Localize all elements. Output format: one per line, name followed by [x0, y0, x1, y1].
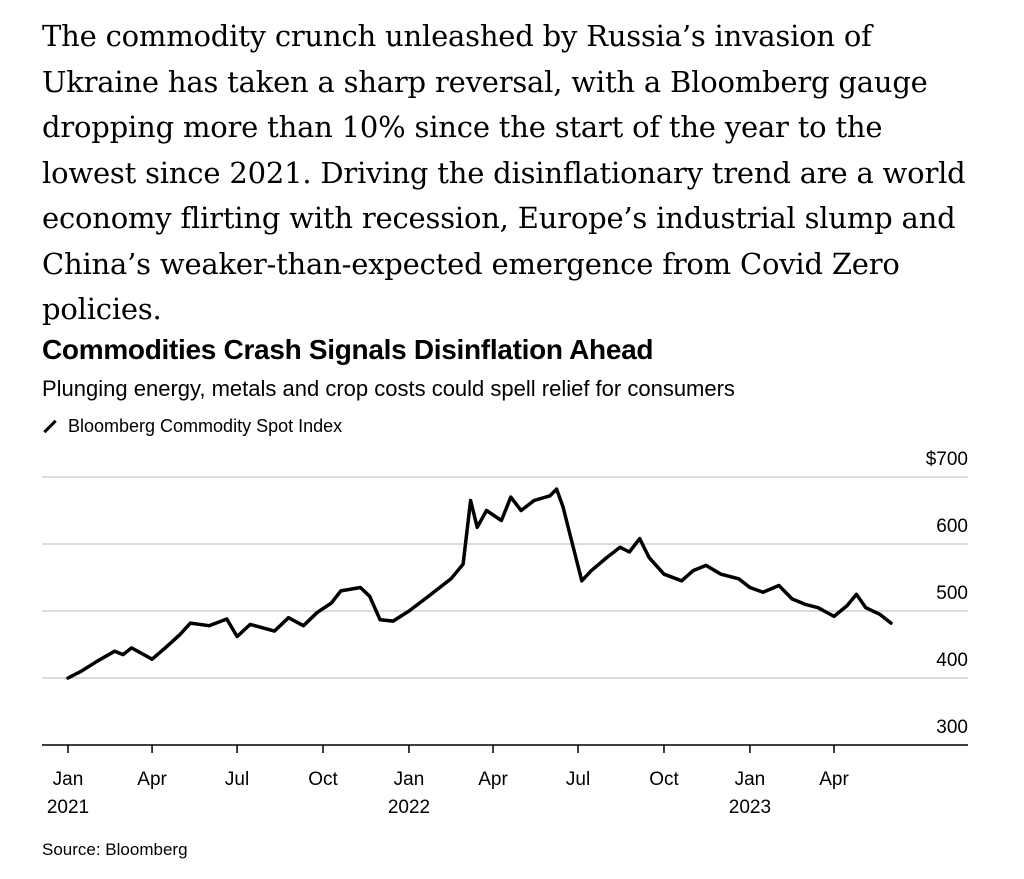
series-line-0: [66, 487, 893, 680]
x-tick-label-5: Apr: [478, 769, 508, 790]
y-tick-label-400: 400: [936, 650, 968, 671]
chart-subtitle: Plunging energy, metals and crop costs c…: [42, 376, 735, 401]
x-axis: Jan 2021 Apr Jul Oct Jan 2022 Apr Jul Oct Jan 2023 A…: [42, 744, 968, 818]
x-tick-label-0: Jan: [53, 769, 84, 790]
chart-title: Commodities Crash Signals Disinflation A…: [42, 334, 654, 365]
y-tick-label-300: 300: [936, 717, 968, 738]
x-tick-label-1: Apr: [137, 769, 167, 790]
x-tick-label-3: Oct: [308, 769, 338, 790]
legend-line-icon: [43, 419, 57, 434]
x-year-label-2021: 2021: [47, 797, 89, 818]
y-tick-label-700: $700: [926, 449, 968, 470]
x-tick-label-7: Oct: [649, 769, 679, 790]
chart-legend: Bloomberg Commodity Spot Index: [42, 416, 342, 437]
x-tick-label-4: Jan: [394, 769, 425, 790]
x-tick-label-9: Apr: [819, 769, 849, 790]
x-tick-label-8: Jan: [735, 769, 766, 790]
x-tick-label-2: Jul: [225, 769, 249, 790]
article-paragraph: The commodity crunch unleashed by Russia…: [42, 19, 966, 326]
legend-label: Bloomberg Commodity Spot Index: [68, 416, 343, 436]
x-tick-label-6: Jul: [566, 769, 590, 790]
chart-gridlines: [42, 476, 968, 679]
chart-source: Source: Bloomberg: [42, 840, 188, 859]
y-tick-label-600: 600: [936, 516, 968, 537]
chart-series: [66, 487, 893, 680]
x-year-label-2022: 2022: [388, 797, 430, 818]
x-year-label-2023: 2023: [729, 797, 771, 818]
y-axis-labels: $700 600 500 400 300: [926, 449, 968, 738]
line-chart: $700 600 500 400 300 Jan 2021 Apr Jul Oct Jan 2022…: [42, 449, 968, 818]
y-tick-label-500: 500: [936, 583, 968, 604]
